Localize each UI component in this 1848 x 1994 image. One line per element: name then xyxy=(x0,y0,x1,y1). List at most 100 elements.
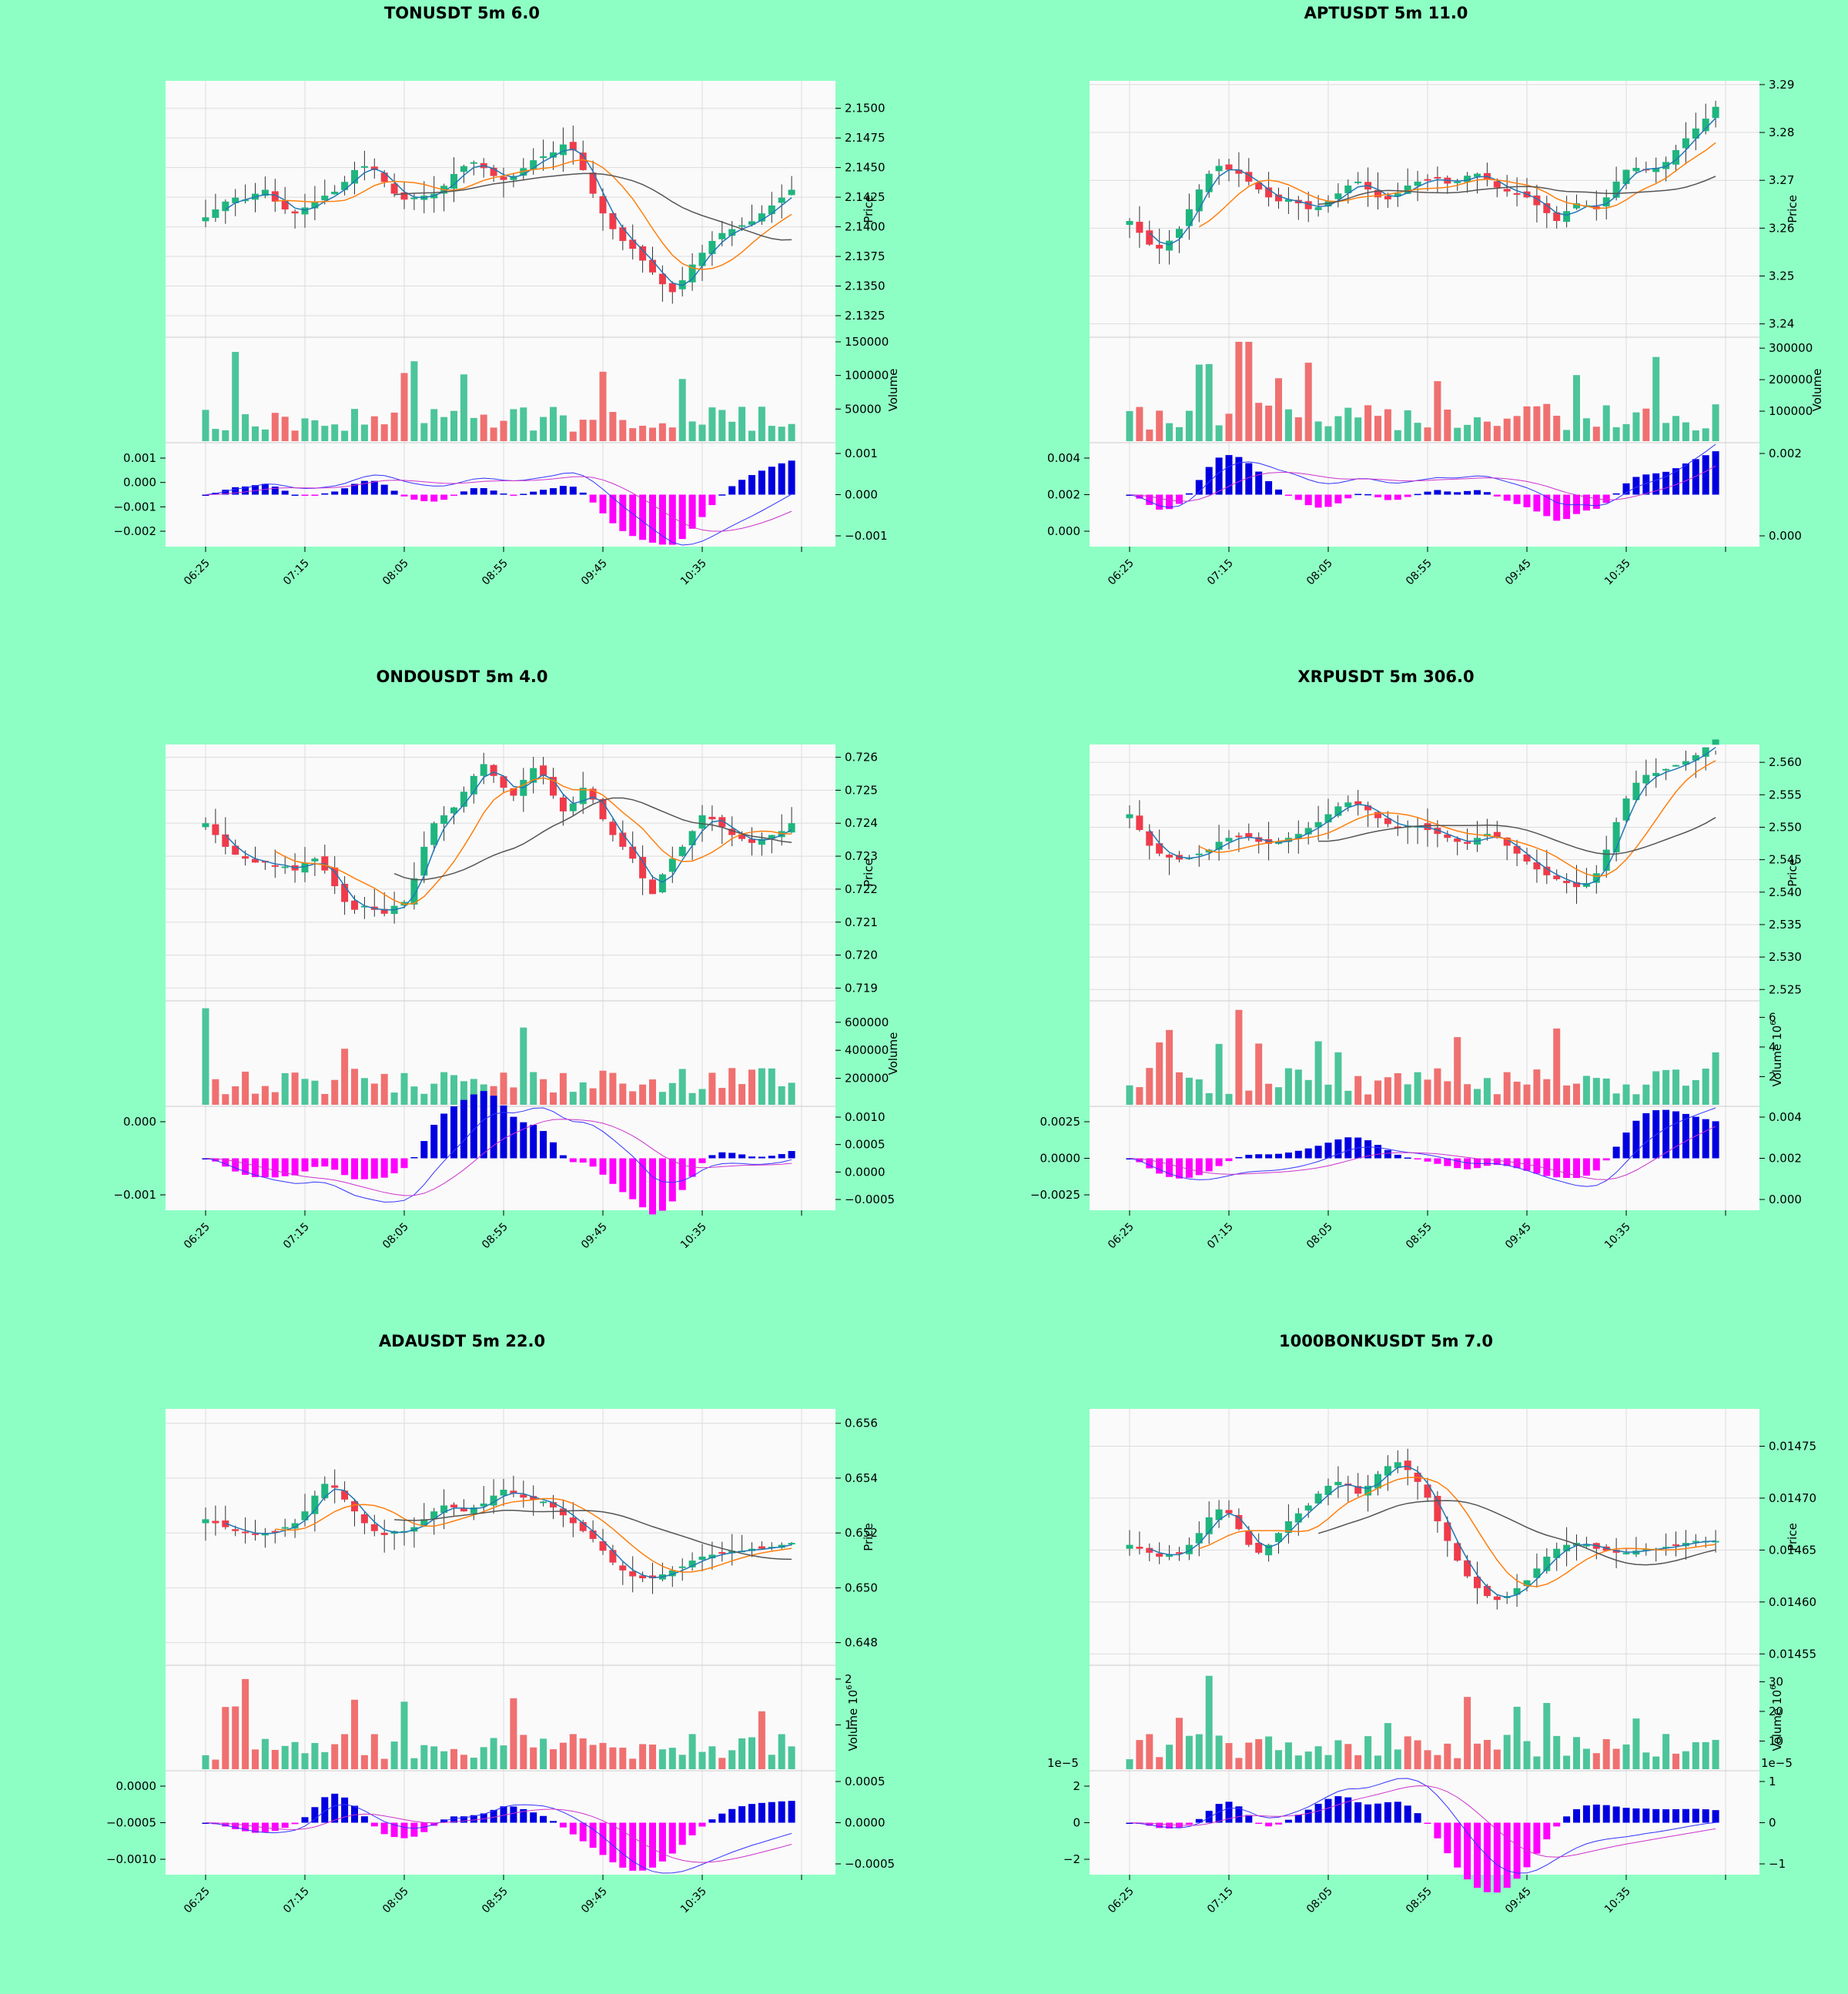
macd-left-tick-label: 0.002 xyxy=(1047,488,1080,502)
macd-hist-bar xyxy=(738,1154,746,1159)
volume-bar xyxy=(321,1093,329,1105)
volume-bar xyxy=(1225,1093,1233,1105)
macd-hist-bar xyxy=(1404,1157,1411,1159)
candle-body xyxy=(688,1561,696,1567)
volume-bar xyxy=(1185,1077,1193,1105)
volume-bar xyxy=(550,1749,557,1769)
candle-body xyxy=(778,197,785,203)
candle-body xyxy=(1513,845,1521,854)
candle-body xyxy=(1304,201,1312,209)
candle-body xyxy=(1314,207,1322,210)
volume-bar xyxy=(1483,421,1491,441)
plot-area xyxy=(1090,81,1759,547)
volume-bar xyxy=(1582,1748,1590,1769)
macd-hist-bar xyxy=(1334,494,1342,504)
volume-bar xyxy=(1354,1076,1362,1105)
candle-body xyxy=(1642,775,1650,784)
volume-bar xyxy=(1166,1745,1173,1769)
volume-bar xyxy=(688,421,696,441)
macd-signal-line xyxy=(205,1119,792,1196)
volume-bar xyxy=(559,1072,567,1105)
macd-hist-bar xyxy=(530,1125,537,1159)
x-tick-label: 10:35 xyxy=(678,1885,709,1916)
ma-slow-line xyxy=(394,172,792,241)
macd-hist-bar xyxy=(748,475,755,495)
macd-hist-bar xyxy=(778,1801,785,1823)
macd-hist-bar xyxy=(1265,480,1273,495)
macd-right-tick-label: 0.000 xyxy=(1769,529,1802,543)
macd-hist-bar xyxy=(678,1158,686,1190)
macd-hist-bar xyxy=(639,494,647,540)
macd-hist-bar xyxy=(1632,1808,1640,1823)
volume-bar xyxy=(1374,1755,1381,1769)
volume-bar xyxy=(500,1745,507,1769)
volume-bar xyxy=(1483,1078,1491,1105)
macd-line xyxy=(205,1804,792,1874)
x-tick-label: 09:45 xyxy=(1503,1885,1534,1916)
candle-body xyxy=(380,1532,388,1535)
candle-body xyxy=(589,1530,597,1539)
macd-hist-bar xyxy=(1682,1113,1689,1159)
ma-fast-line xyxy=(1149,117,1716,246)
volume-bar xyxy=(540,1738,547,1769)
macd-hist-bar xyxy=(1324,494,1332,507)
price-tick-label: 0.01470 xyxy=(1769,1491,1816,1505)
volume-bar xyxy=(321,1751,329,1769)
macd-hist-bar xyxy=(1344,1137,1352,1159)
macd-hist-bar xyxy=(1622,1132,1630,1159)
volume-axis-label: Volume 106 xyxy=(1769,1685,1784,1751)
candle-body xyxy=(1215,1509,1223,1521)
candle-body xyxy=(1464,176,1471,182)
candle-body xyxy=(301,862,309,873)
macd-histogram xyxy=(202,460,795,545)
volume-bar xyxy=(1354,417,1362,441)
x-tick-label: 06:25 xyxy=(182,1221,213,1252)
volume-bar xyxy=(261,429,269,441)
volume-bar xyxy=(351,1699,358,1769)
chart-title: APTUSDT 5m 11.0 xyxy=(1304,4,1468,22)
price-tick-label: 0.01455 xyxy=(1769,1647,1816,1661)
macd-hist-bar xyxy=(331,1158,339,1170)
macd-hist-bar xyxy=(1185,493,1193,495)
macd-hist-bar xyxy=(1533,1822,1541,1854)
candle-body xyxy=(1166,1554,1173,1557)
candle-body xyxy=(629,239,637,249)
macd-hist-bar xyxy=(1334,1139,1342,1159)
candle-body xyxy=(1682,761,1689,765)
volume-bar xyxy=(301,1753,309,1769)
volume-bar xyxy=(1543,1703,1551,1769)
volume-bar xyxy=(321,426,329,441)
macd-histogram xyxy=(202,1091,795,1215)
volume-bar xyxy=(1374,416,1381,441)
price-tick-label: 2.1375 xyxy=(845,249,886,263)
macd-hist-bar xyxy=(271,1158,279,1178)
macd-hist-bar xyxy=(400,494,408,497)
candle-body xyxy=(540,156,547,159)
volume-bar xyxy=(1324,1084,1332,1105)
macd-hist-bar xyxy=(510,1806,517,1823)
macd-hist-bar xyxy=(301,1158,309,1172)
macd-hist-bar xyxy=(1374,1145,1381,1159)
candle-body xyxy=(380,908,388,914)
x-tick-label: 09:45 xyxy=(579,557,610,588)
macd-hist-bar xyxy=(341,488,349,495)
macd-hist-bar xyxy=(1136,494,1143,499)
volume-bar xyxy=(1642,408,1650,441)
candle-body xyxy=(629,846,637,859)
candle-body xyxy=(1156,843,1163,854)
macd-hist-bar xyxy=(1364,1140,1372,1159)
volume-bar xyxy=(1612,1748,1620,1769)
candle-body xyxy=(1205,1517,1213,1534)
macd-hist-bar xyxy=(1612,493,1620,495)
macd-hist-bar xyxy=(1384,1149,1391,1159)
candle-body xyxy=(1364,805,1372,811)
macd-hist-bar xyxy=(1672,1111,1679,1159)
price-axis-label: Price xyxy=(1786,858,1799,887)
volume-bar xyxy=(1672,1753,1679,1769)
price-tick-label: 0.723 xyxy=(845,849,878,863)
x-tick-label: 09:45 xyxy=(579,1885,610,1916)
macd-right-tick-label: 1 xyxy=(1769,1775,1776,1788)
candle-body xyxy=(758,838,765,845)
candle-body xyxy=(360,1514,368,1524)
volume-bar xyxy=(1503,418,1511,441)
